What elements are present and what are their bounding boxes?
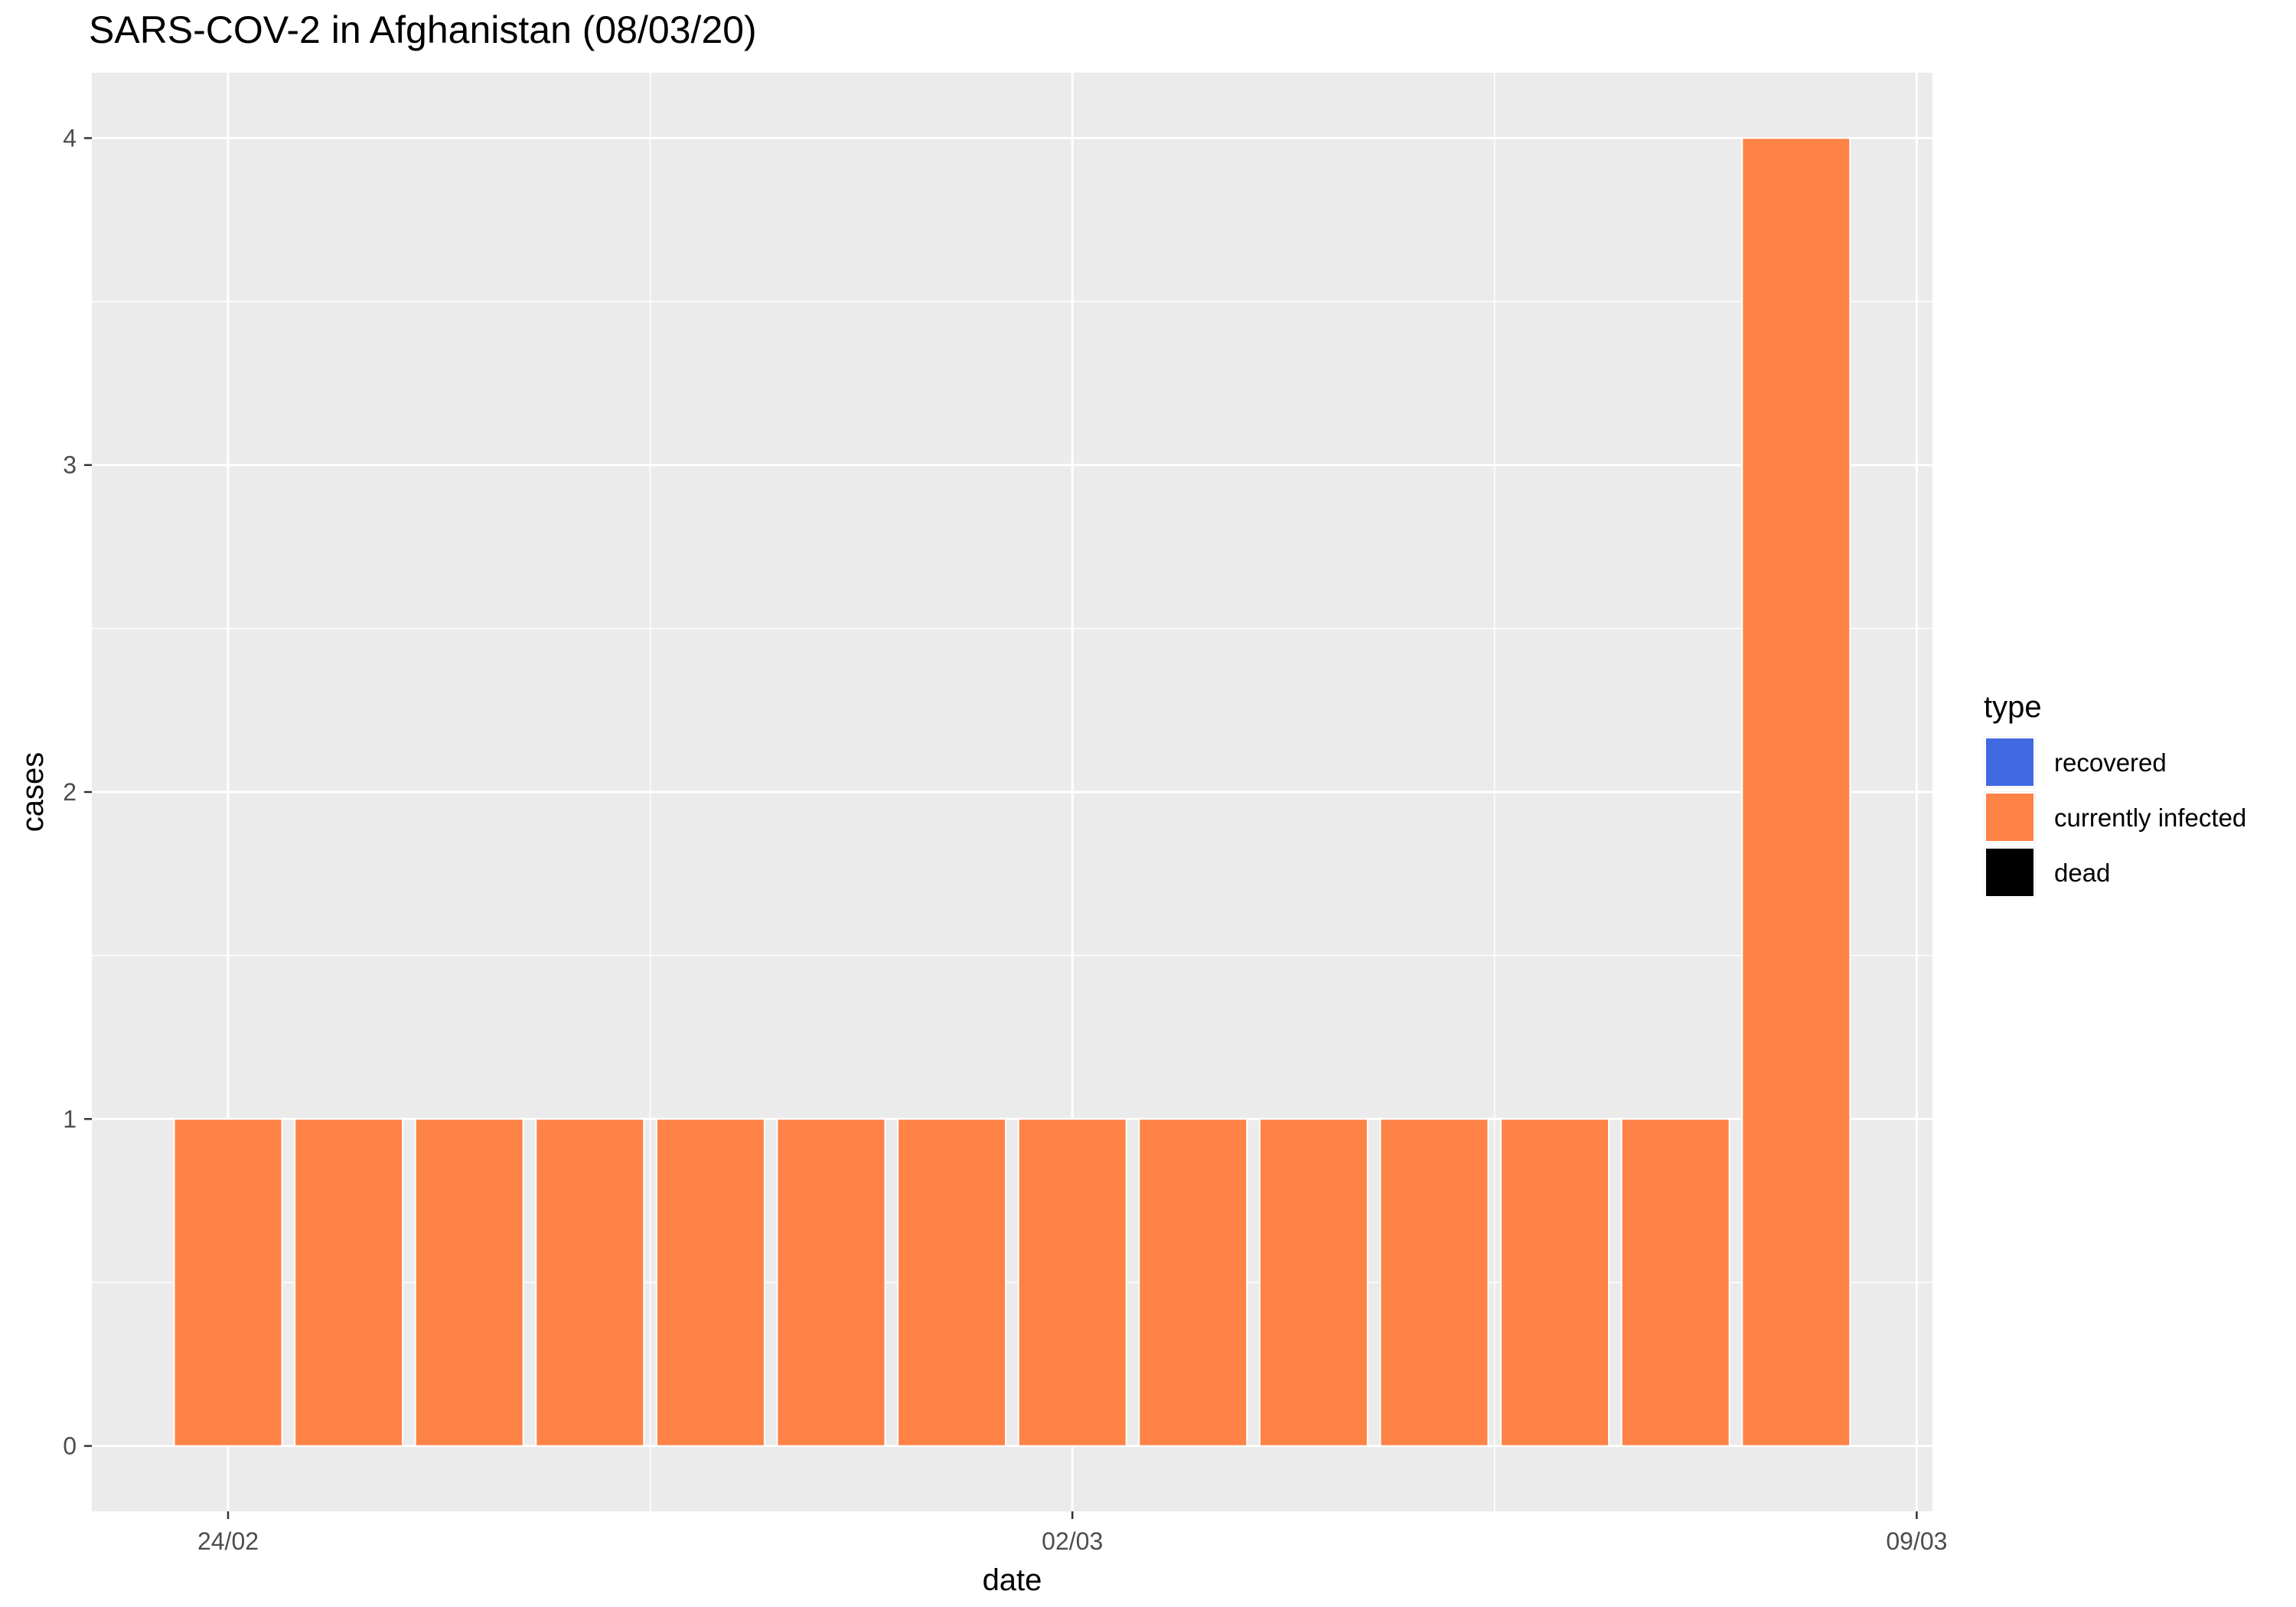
legend-label-currently-infected: currently infected [2054,804,2246,832]
legend-swatch-currently-infected [1985,792,2035,843]
x-tick-label: 09/03 [1886,1527,1947,1555]
legend-title: type [1984,690,2042,724]
y-axis: 0 1 2 3 4 [63,124,92,1460]
legend-label-recovered: recovered [2054,748,2167,777]
legend-swatch-dead [1985,847,2035,898]
bar-currently-infected-05-03 [1379,1118,1489,1447]
bar-currently-infected-26-02 [414,1118,524,1447]
x-axis: 24/02 02/03 09/03 [197,1511,1947,1555]
y-axis-title: cases [16,752,50,833]
y-tick-label: 2 [63,778,77,806]
y-tick-label: 1 [63,1105,77,1133]
x-axis-title: date [983,1563,1042,1597]
bar-currently-infected-25-02 [294,1118,404,1447]
chart-title: SARS-COV-2 in Afghanistan (08/03/20) [89,8,757,51]
legend-label-dead: dead [2054,859,2110,887]
bar-currently-infected-02-03 [1017,1118,1127,1447]
bar-currently-infected-04-03 [1258,1118,1368,1447]
legend-items: recovered currently infected dead [1984,736,2246,898]
bar-currently-infected-24-02 [173,1118,283,1447]
legend: type recovered currently infected dead [1984,690,2246,898]
bar-currently-infected-29-02 [776,1118,886,1447]
bar-currently-infected-01-03 [897,1118,1007,1447]
bar-currently-infected-03-03 [1138,1118,1248,1447]
y-tick-label: 3 [63,451,77,479]
bar-currently-infected-28-02 [655,1118,765,1447]
bar-currently-infected-07-03 [1620,1118,1730,1447]
bar-currently-infected-08-03 [1741,137,1851,1447]
y-tick-label: 0 [63,1433,77,1460]
x-tick-label: 02/03 [1042,1527,1103,1555]
legend-swatch-recovered [1985,737,2035,787]
bars [173,137,1851,1447]
bar-currently-infected-27-02 [535,1118,645,1447]
x-tick-label: 24/02 [197,1527,259,1555]
y-tick-label: 4 [63,124,77,152]
bar-currently-infected-06-03 [1500,1118,1610,1447]
